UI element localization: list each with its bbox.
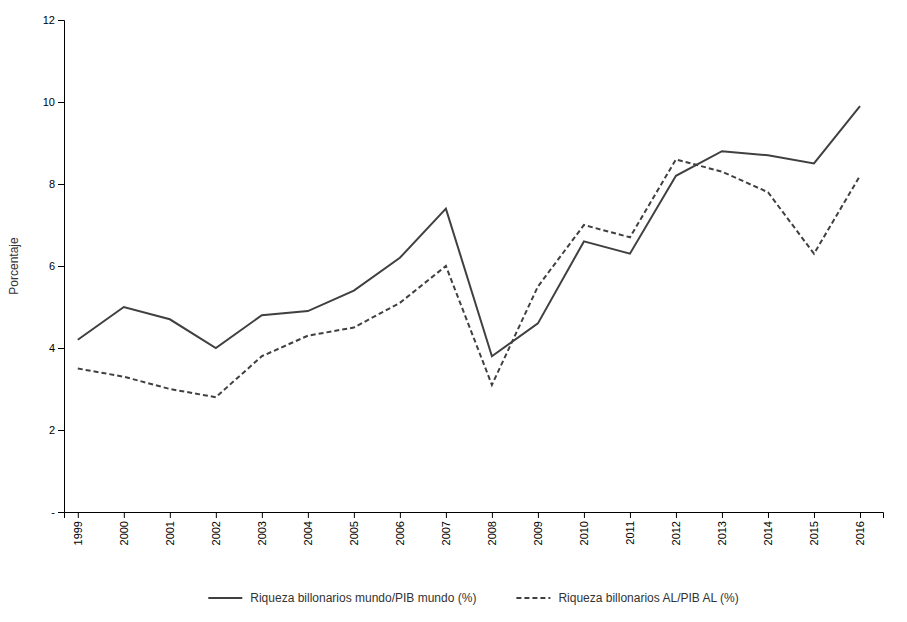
x-tick: 2006 bbox=[394, 512, 406, 545]
y-tick: 10 bbox=[43, 96, 64, 108]
x-tick: 2000 bbox=[118, 512, 130, 545]
legend-label: Riqueza billonarios mundo/PIB mundo (%) bbox=[250, 591, 476, 605]
x-tick-mark bbox=[860, 512, 861, 518]
x-tick-mark bbox=[584, 512, 585, 518]
x-tick: 2002 bbox=[210, 512, 222, 545]
x-tick: 2014 bbox=[762, 512, 774, 545]
x-tick: 2003 bbox=[256, 512, 268, 545]
x-tick-mark bbox=[354, 512, 355, 518]
x-tick: 2016 bbox=[854, 512, 866, 545]
x-tick-mark bbox=[308, 512, 309, 518]
legend: Riqueza billonarios mundo/PIB mundo (%) R… bbox=[208, 591, 738, 605]
y-tick-label: 6 bbox=[49, 260, 55, 272]
x-tick-label: 2016 bbox=[854, 521, 866, 545]
x-tick-mark bbox=[170, 512, 171, 518]
x-tick: 2008 bbox=[486, 512, 498, 545]
x-tick-mark bbox=[538, 512, 539, 518]
x-tick: 2013 bbox=[716, 512, 728, 545]
x-tick-mark bbox=[446, 512, 447, 518]
y-tick: 4 bbox=[49, 342, 64, 354]
y-tick-mark bbox=[58, 184, 64, 185]
x-tick-label: 2011 bbox=[624, 521, 636, 545]
y-axis-line bbox=[58, 21, 65, 513]
x-tick-label: 2009 bbox=[532, 521, 544, 545]
y-tick-mark bbox=[58, 102, 64, 103]
y-tick: 8 bbox=[49, 178, 64, 190]
x-tick: 2015 bbox=[808, 512, 820, 545]
x-tick-mark bbox=[676, 512, 677, 518]
x-axis: 1999 2000 2001 2002 2003 2004 2005 2006 2007 2008… bbox=[65, 512, 884, 545]
x-tick-mark bbox=[262, 512, 263, 518]
x-tick-mark bbox=[216, 512, 217, 518]
y-tick-mark bbox=[58, 512, 64, 513]
x-tick-mark bbox=[78, 512, 79, 518]
x-tick-mark bbox=[768, 512, 769, 518]
legend-item: Riqueza billonarios mundo/PIB mundo (%) bbox=[208, 591, 476, 605]
lines bbox=[78, 106, 860, 397]
x-tick-mark bbox=[630, 512, 631, 518]
x-tick: 2010 bbox=[578, 512, 590, 545]
legend-label: Riqueza billonarios AL/PIB AL (%) bbox=[558, 591, 738, 605]
x-tick-label: 2000 bbox=[118, 521, 130, 545]
x-axis-line bbox=[65, 513, 884, 519]
x-tick: 2005 bbox=[348, 512, 360, 545]
y-tick: 12 bbox=[43, 14, 64, 26]
series-line bbox=[78, 106, 860, 356]
y-tick-label: 10 bbox=[43, 96, 55, 108]
x-tick-mark bbox=[124, 512, 125, 518]
y-axis-title: Porcentaje bbox=[7, 237, 21, 295]
y-tick: - bbox=[51, 506, 64, 518]
plot: 1999 2000 2001 2002 2003 2004 2005 2006 2007 2008… bbox=[7, 14, 884, 545]
x-tick: 2009 bbox=[532, 512, 544, 545]
x-tick-label: 2004 bbox=[302, 521, 314, 545]
x-tick-label: 2012 bbox=[670, 521, 682, 545]
x-tick-mark bbox=[400, 512, 401, 518]
x-tick-label: 2013 bbox=[716, 521, 728, 545]
y-tick-label: 12 bbox=[43, 14, 55, 26]
y-tick-label: 4 bbox=[49, 342, 55, 354]
y-tick-label: 2 bbox=[49, 424, 55, 436]
x-tick: 2012 bbox=[670, 512, 682, 545]
y-tick-mark bbox=[58, 430, 64, 431]
y-tick: 6 bbox=[49, 260, 64, 272]
x-tick-label: 2007 bbox=[440, 521, 452, 545]
x-tick-label: 2001 bbox=[164, 521, 176, 545]
x-tick: 2001 bbox=[164, 512, 176, 545]
x-tick-label: 2005 bbox=[348, 521, 360, 545]
x-tick-mark bbox=[492, 512, 493, 518]
y-tick-mark bbox=[58, 348, 64, 349]
x-tick-label: 2014 bbox=[762, 521, 774, 545]
legend-swatch bbox=[208, 597, 242, 599]
x-tick: 1999 bbox=[72, 512, 84, 545]
legend-swatch bbox=[516, 597, 550, 599]
x-tick-mark bbox=[814, 512, 815, 518]
chart: 1999 2000 2001 2002 2003 2004 2005 2006 2007 2008… bbox=[0, 0, 907, 622]
x-tick-mark bbox=[722, 512, 723, 518]
y-axis: - 2 4 6 8 10 12 bbox=[43, 14, 65, 518]
y-tick-mark bbox=[58, 266, 64, 267]
x-tick-label: 2002 bbox=[210, 521, 222, 545]
y-tick-label: - bbox=[51, 506, 55, 518]
x-tick: 2004 bbox=[302, 512, 314, 545]
x-tick-label: 2006 bbox=[394, 521, 406, 545]
y-tick: 2 bbox=[49, 424, 64, 436]
x-tick-label: 2008 bbox=[486, 521, 498, 545]
legend-item: Riqueza billonarios AL/PIB AL (%) bbox=[516, 591, 738, 605]
x-tick-label: 2010 bbox=[578, 521, 590, 545]
series-line bbox=[78, 159, 860, 397]
y-tick-label: 8 bbox=[49, 178, 55, 190]
x-tick: 2011 bbox=[624, 512, 636, 545]
y-tick-mark bbox=[58, 20, 64, 21]
x-tick-label: 2015 bbox=[808, 521, 820, 545]
x-tick: 2007 bbox=[440, 512, 452, 545]
x-tick-label: 1999 bbox=[72, 521, 84, 545]
x-tick-label: 2003 bbox=[256, 521, 268, 545]
